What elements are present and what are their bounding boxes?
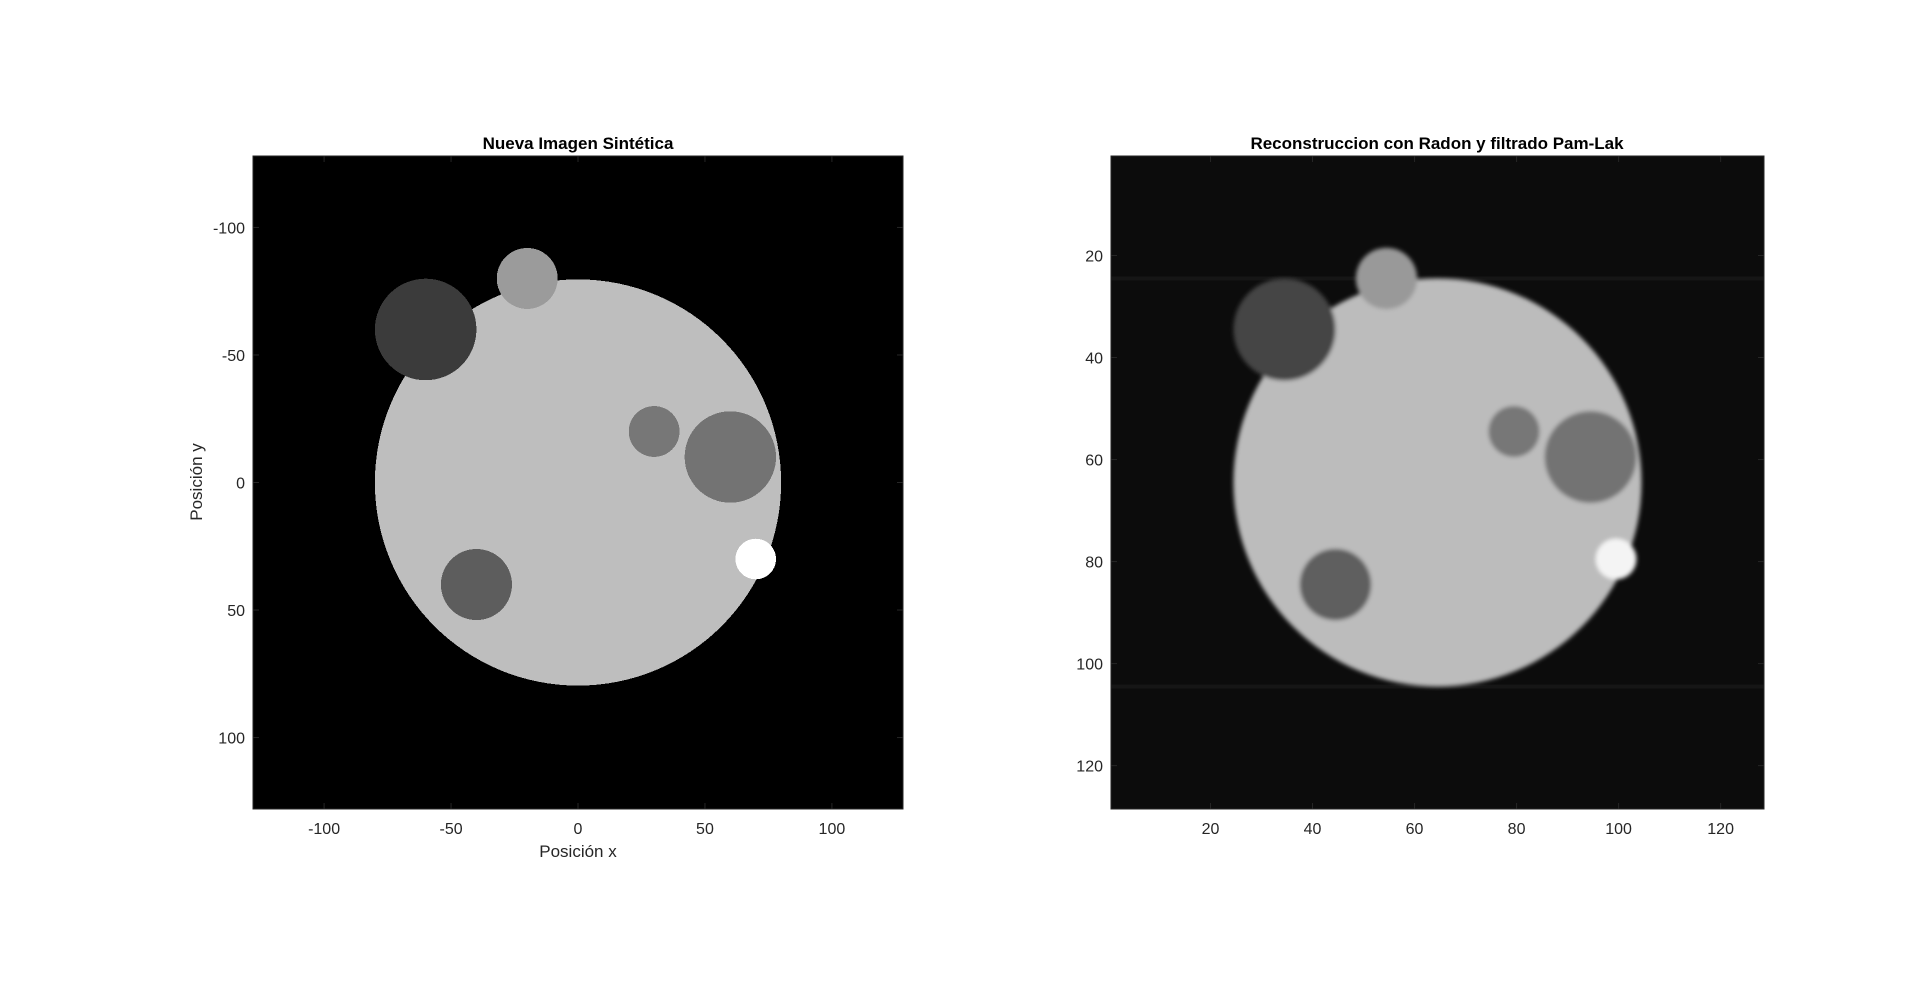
- plot-synthetic-image: Nueva Imagen Sintética -100 -50 0 50 100 -10…: [187, 134, 904, 861]
- x-tick-label: 0: [574, 821, 583, 838]
- right-disk: [1544, 411, 1637, 503]
- y-tick-label: 50: [227, 603, 245, 620]
- dark-disk: [374, 278, 477, 381]
- y-tick-label: 40: [1085, 351, 1103, 368]
- x-tick-label: 100: [1605, 821, 1632, 838]
- y-tick-label: 20: [1085, 248, 1103, 265]
- bright-disk: [735, 538, 777, 580]
- small-disk: [1488, 405, 1540, 457]
- plot-reconstruction: Reconstruccion con Radon y filtrado Pam-…: [1076, 134, 1765, 838]
- y-ticks: 20 40 60 80 100 120: [1076, 248, 1764, 776]
- top-disk: [496, 247, 558, 309]
- bottom-disk: [1299, 548, 1372, 621]
- y-ticks: -100 -50 0 50 100: [213, 220, 903, 748]
- y-tick-label: 0: [236, 476, 245, 493]
- y-tick-label: 60: [1085, 453, 1103, 470]
- top-disk: [1355, 247, 1418, 310]
- y-axis-label: Posición y: [187, 443, 206, 521]
- image-shapes: [1233, 247, 1642, 687]
- image-area: [1111, 156, 1764, 809]
- x-ticks: 20 40 60 80 100 120: [1202, 156, 1734, 838]
- x-tick-label: -100: [308, 821, 340, 838]
- y-tick-label: 100: [1076, 657, 1103, 674]
- image-area: [253, 156, 903, 809]
- image-shapes: [374, 247, 782, 686]
- small-disk: [628, 406, 680, 457]
- dark-disk: [1233, 278, 1336, 381]
- y-tick-label: 100: [218, 731, 245, 748]
- x-axis-label: Posición x: [539, 842, 617, 861]
- x-ticks: -100 -50 0 50 100: [308, 156, 845, 838]
- x-tick-label: 40: [1304, 821, 1322, 838]
- y-tick-label: -100: [213, 220, 245, 237]
- x-tick-label: -50: [439, 821, 462, 838]
- x-tick-label: 100: [819, 821, 846, 838]
- axes-frame: [1110, 155, 1765, 810]
- y-tick-label: 120: [1076, 759, 1103, 776]
- x-tick-label: 60: [1406, 821, 1424, 838]
- x-tick-label: 120: [1707, 821, 1734, 838]
- x-tick-label: 80: [1508, 821, 1526, 838]
- right-disk: [684, 411, 777, 503]
- x-tick-label: 50: [696, 821, 714, 838]
- y-tick-label: -50: [222, 348, 245, 365]
- bright-disk: [1595, 538, 1637, 580]
- x-tick-label: 20: [1202, 821, 1220, 838]
- y-tick-label: 80: [1085, 555, 1103, 572]
- bottom-disk: [440, 548, 512, 621]
- chart-title: Nueva Imagen Sintética: [483, 134, 674, 153]
- chart-title: Reconstruccion con Radon y filtrado Pam-…: [1250, 134, 1624, 153]
